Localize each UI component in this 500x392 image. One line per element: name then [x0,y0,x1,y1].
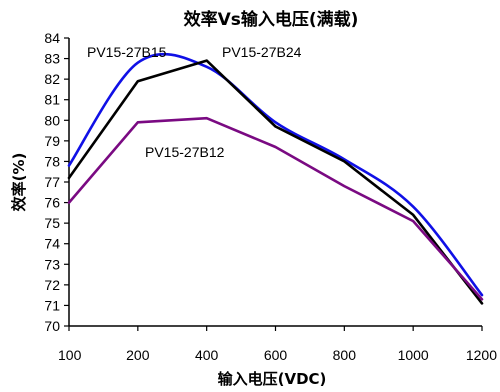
series-line-pv15-27b24 [67,59,484,305]
x-tick-label: 1000 [398,347,429,363]
y-tick-label: 83 [44,51,60,67]
x-tick-label: 1200 [466,347,497,363]
series-label-pv15-27b15: PV15-27B15 [87,44,167,60]
y-tick-label: 76 [44,195,60,211]
y-tick-label: 75 [44,215,60,231]
y-tick-label: 71 [44,297,60,313]
series-label-pv15-27b12: PV15-27B12 [145,144,225,160]
series-group [67,52,484,305]
x-tick-group: 100 200 400 600 800 1000 1200 [58,326,497,363]
y-tick-label: 74 [44,236,60,252]
y-tick-label: 80 [44,112,60,128]
chart-title: 效率Vs输入电压(满载) [184,9,359,30]
y-tick-label: 70 [44,318,60,334]
x-tick-label: 600 [264,347,288,363]
y-tick-label: 73 [44,256,60,272]
y-tick-label: 77 [44,174,60,190]
y-axis-label: 效率(%) [10,153,28,212]
x-tick-label: 200 [126,347,150,363]
series-line-pv15-27b12 [67,116,484,301]
y-tick-label: 81 [44,92,60,108]
series-line-pv15-27b15 [67,52,484,297]
y-tick-label: 72 [44,277,60,293]
x-tick-label: 400 [195,347,219,363]
y-tick-label: 78 [44,153,60,169]
x-tick-label: 100 [58,347,82,363]
series-label-pv15-27b24: PV15-27B24 [222,44,302,60]
y-tick-label: 82 [44,71,60,87]
y-tick-label: 84 [44,30,60,46]
x-tick-label: 800 [333,347,357,363]
x-axis-label: 输入电压(VDC) [218,370,327,388]
y-tick-group: 70 71 72 73 74 75 76 77 78 79 80 81 82 83 84 [44,30,69,334]
y-tick-label: 79 [44,133,60,149]
